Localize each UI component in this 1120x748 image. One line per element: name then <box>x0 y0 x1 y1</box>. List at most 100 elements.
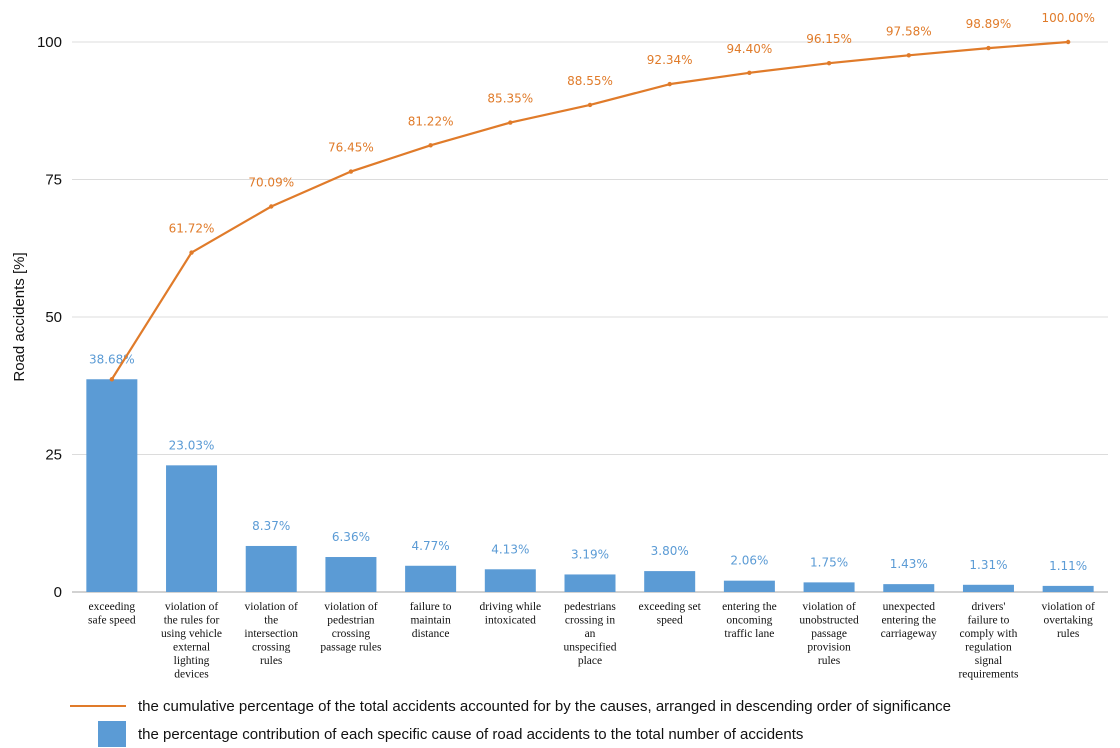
category-label-line: an <box>585 628 596 640</box>
bar-value-label-9: 2.06% <box>730 554 768 568</box>
category-label-line: overtaking <box>1044 615 1093 627</box>
bar-7 <box>564 574 616 592</box>
bar-value-label-4: 6.36% <box>332 530 370 544</box>
category-label-line: rules <box>260 655 283 667</box>
y-axis: 0 25 50 75 100 <box>37 34 62 601</box>
bar-value-label-11: 1.43% <box>890 557 928 571</box>
y-axis-label: Road accidents [%] <box>11 252 28 381</box>
bar-value-label-7: 3.19% <box>571 547 609 561</box>
cumulative-value-label-10: 96.15% <box>806 32 852 46</box>
category-label-line: place <box>578 655 602 667</box>
cumulative-point-1 <box>109 377 115 382</box>
category-label-line: pedestrian <box>327 615 375 627</box>
bar-10 <box>803 582 855 592</box>
category-label-line: driving while <box>479 601 541 613</box>
cumulative-point-11 <box>906 53 911 58</box>
y-tick-label-50: 50 <box>45 309 62 326</box>
category-label-line: the <box>264 615 278 627</box>
category-label-line: crossing <box>332 628 371 640</box>
category-label-line: crossing <box>252 642 291 654</box>
cumulative-point-5 <box>428 143 433 148</box>
category-label-line: unspecified <box>563 642 616 654</box>
cumulative-point-7 <box>587 102 593 108</box>
bar-value-label-8: 3.80% <box>651 544 689 558</box>
legend-item-contribution: the percentage contribution of each spec… <box>70 720 951 748</box>
gridlines <box>72 41 1108 593</box>
category-label-line: unexpected <box>883 601 936 613</box>
bar-9 <box>723 580 775 592</box>
cumulative-value-label-11: 97.58% <box>886 24 932 38</box>
category-label-6: driving while intoxicated <box>479 601 541 627</box>
cumulative-point-2 <box>189 250 194 255</box>
category-label-line: violation of <box>1041 601 1095 613</box>
category-label-1: exceeding safe speed <box>88 601 136 627</box>
bar-6 <box>484 569 536 592</box>
category-label-11: unexpected entering the carriageway <box>881 601 937 640</box>
category-label-line: oncoming <box>726 615 772 627</box>
bar-series: 38.68%23.03%8.37%6.36%4.77% 4.13% 3.19% 3.8… <box>86 352 1094 592</box>
category-label-line: using vehicle <box>161 628 222 640</box>
cumulative-value-label-4: 76.45% <box>328 141 374 155</box>
legend-label-cumulative: the cumulative percentage of the total a… <box>138 697 952 715</box>
category-label-line: unobstructed <box>799 615 859 627</box>
category-label-line: rules <box>818 655 841 667</box>
bar-11 <box>883 584 935 592</box>
cumulative-value-label-7: 88.55% <box>567 74 613 88</box>
category-label-line: entering the <box>722 601 777 613</box>
category-label-3: violation of the intersection crossing rules <box>244 601 298 667</box>
category-label-line: violation of <box>245 601 299 613</box>
category-label-line: safe speed <box>88 615 136 627</box>
cumulative-line-series: 61.72% 70.09% 76.45% 81.22% 85.35% 88.55% 92.3… <box>109 11 1095 382</box>
category-label-line: regulation <box>965 642 1012 654</box>
category-label-4: violation of pedestrian crossing passage ru… <box>320 601 382 654</box>
bar-value-label-5: 4.77% <box>412 539 450 553</box>
y-tick-label-0: 0 <box>54 584 62 601</box>
category-label-line: intoxicated <box>485 615 536 627</box>
category-label-line: provision <box>807 642 851 654</box>
category-label-line: comply with <box>960 628 1018 640</box>
y-tick-label-75: 75 <box>45 172 62 189</box>
category-label-line: devices <box>174 669 209 681</box>
category-label-line: passage <box>811 628 847 640</box>
category-label-line: maintain <box>410 615 450 627</box>
category-label-line: the rules for <box>164 615 220 627</box>
cumulative-point-4 <box>348 169 354 174</box>
cumulative-value-label-5: 81.22% <box>408 114 454 128</box>
bar-1 <box>86 379 138 592</box>
bar-2 <box>166 465 218 592</box>
category-label-line: rules <box>1057 628 1080 640</box>
category-label-line: violation of <box>802 601 856 613</box>
bar-12 <box>962 584 1014 592</box>
category-label-5: failure to maintain distance <box>410 601 452 640</box>
category-label-line: lighting <box>174 655 210 667</box>
cumulative-value-label-9: 94.40% <box>727 42 773 56</box>
cumulative-point-8 <box>667 81 672 87</box>
y-tick-label-25: 25 <box>45 447 62 464</box>
category-label-9: entering the oncoming traffic lane <box>722 601 777 640</box>
category-labels: exceeding safe speed violation of the rules… <box>88 601 1095 681</box>
category-label-line: traffic lane <box>724 628 774 640</box>
y-tick-label-100: 100 <box>37 34 62 51</box>
category-label-7: pedestrians crossing in an unspecified place <box>563 601 616 667</box>
cumulative-value-label-6: 85.35% <box>487 92 533 106</box>
category-label-8: exceeding set speed <box>639 601 702 627</box>
bar-value-label-13: 1.11% <box>1049 559 1087 573</box>
category-label-line: violation of <box>165 601 219 613</box>
cumulative-point-12 <box>986 45 991 51</box>
category-label-line: requirements <box>958 669 1019 681</box>
category-label-line: drivers' <box>971 601 1005 613</box>
cumulative-value-label-3: 70.09% <box>248 176 294 190</box>
bar-5 <box>405 565 457 592</box>
category-label-line: violation of <box>324 601 378 613</box>
cumulative-point-13 <box>1065 39 1071 45</box>
category-label-12: drivers' failure to comply with regulation s… <box>958 601 1019 681</box>
category-label-line: entering the <box>881 615 936 627</box>
cumulative-line <box>110 40 1069 380</box>
category-label-13: violation of overtaking rules <box>1041 601 1095 640</box>
category-label-line: exceeding set <box>639 601 702 613</box>
category-label-line: failure to <box>968 615 1010 627</box>
cumulative-point-3 <box>269 204 274 209</box>
category-label-line: signal <box>975 655 1002 667</box>
category-label-line: distance <box>412 628 450 640</box>
